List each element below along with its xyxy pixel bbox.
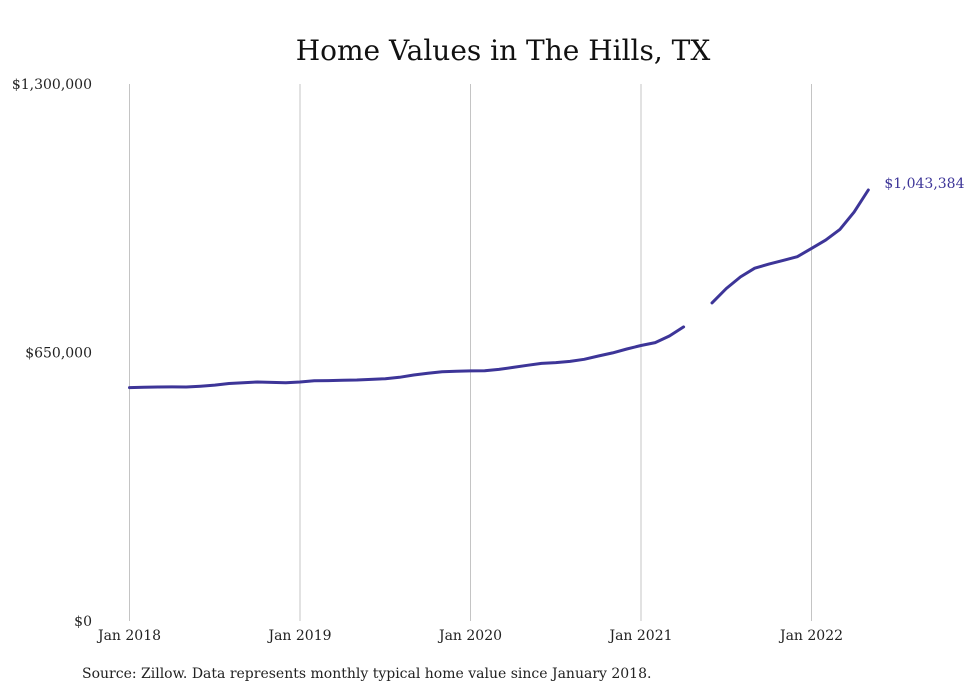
x-tick-label: Jan 2018 [96,628,161,644]
end-value-label: $1,043,384 [884,176,964,192]
annotations: $1,043,384 [884,176,964,192]
y-tick-label: $0 [74,614,92,630]
y-tick-label: $650,000 [25,346,92,362]
series-lines [128,188,870,390]
source-note: Source: Zillow. Data represents monthly … [82,666,652,682]
gridlines [129,84,812,621]
x-tick-label: Jan 2020 [437,628,502,644]
y-tick-label: $1,300,000 [12,77,92,93]
x-tick-label: Jan 2022 [778,628,843,644]
x-tick-label: Jan 2021 [607,628,672,644]
y-axis-ticks: $0 $650,000 $1,300,000 [12,77,92,630]
chart-title: Home Values in The Hills, TX [296,34,711,67]
series-line-segment-2 [710,188,870,305]
x-tick-label: Jan 2019 [266,628,331,644]
series-line-segment-1 [128,325,686,390]
x-axis-ticks: Jan 2018 Jan 2019 Jan 2020 Jan 2021 Jan 2022 [96,628,843,644]
